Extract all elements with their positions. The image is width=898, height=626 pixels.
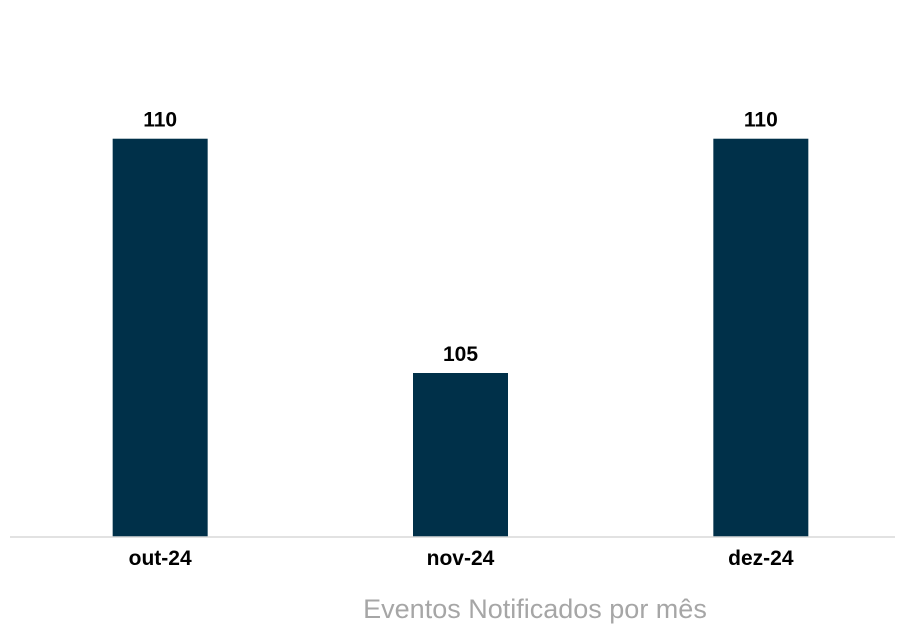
data-labels-group: 110 105 110 xyxy=(143,109,778,366)
data-label-nov-24: 105 xyxy=(443,343,478,366)
bar-dez-24 xyxy=(713,138,809,537)
x-tick-label-nov-24: nov-24 xyxy=(427,547,495,570)
data-label-dez-24: 110 xyxy=(744,109,778,132)
x-tick-label-out-24: out-24 xyxy=(129,547,192,570)
data-label-out-24: 110 xyxy=(143,109,177,132)
x-tick-labels-group: out-24 nov-24 dez-24 xyxy=(129,547,794,570)
bars-group xyxy=(112,138,809,537)
bar-out-24 xyxy=(112,138,208,537)
chart-title: Eventos Notificados por mês xyxy=(363,594,707,624)
bar-nov-24 xyxy=(413,373,508,537)
x-tick-label-dez-24: dez-24 xyxy=(728,547,794,570)
